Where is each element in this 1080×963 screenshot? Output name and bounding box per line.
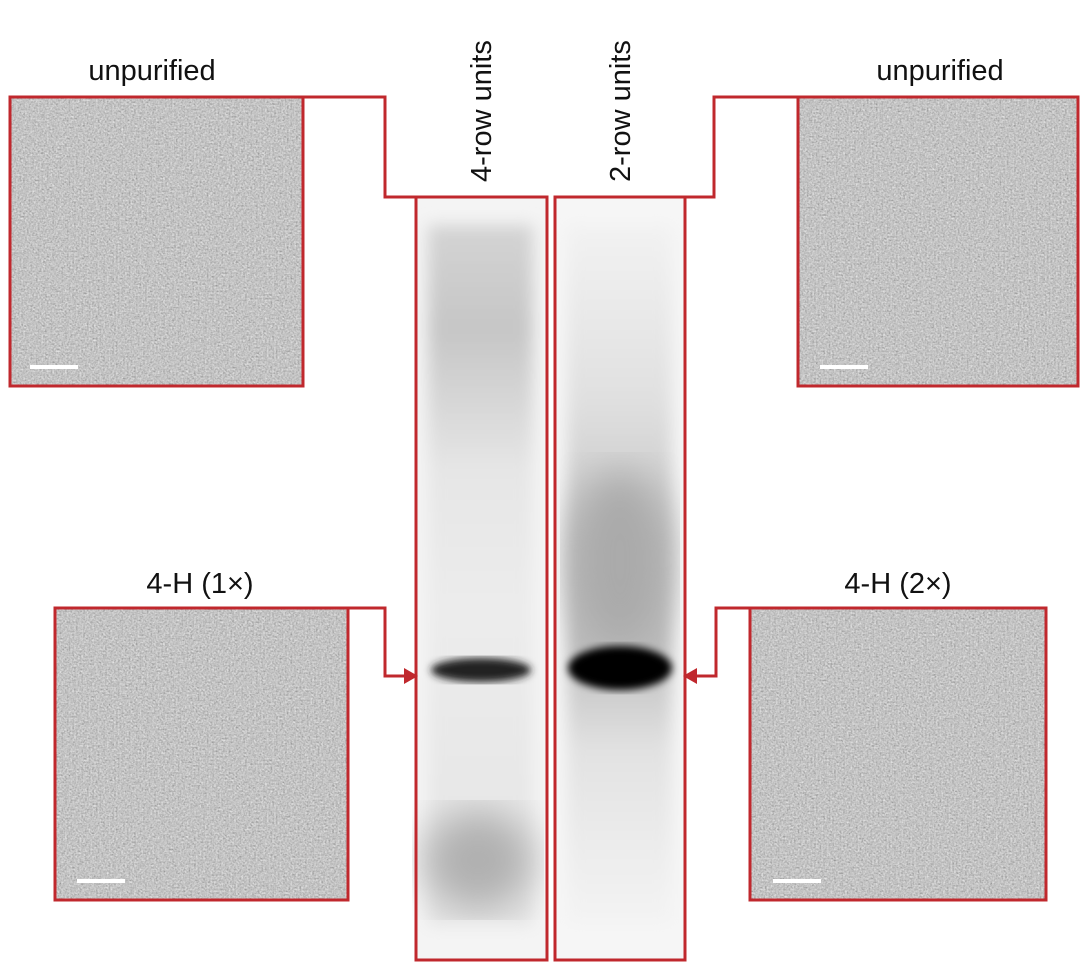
micrograph: [55, 608, 348, 900]
micrograph: [10, 97, 303, 386]
gel-lane: [555, 197, 685, 960]
panel-label: 4-H (2×): [844, 568, 951, 600]
figure: unpurified unpurified 4-H (1×) 4-H (2×) …: [0, 0, 1080, 963]
lane-label: 2-row units: [605, 40, 637, 182]
gel-lane: [416, 197, 547, 960]
micrograph: [750, 608, 1046, 900]
micrograph: [798, 97, 1078, 386]
panel-label: unpurified: [876, 55, 1003, 87]
lane-label: 4-row units: [466, 40, 498, 182]
panel-label: 4-H (1×): [146, 568, 253, 600]
connector: [303, 97, 798, 684]
panel-label: unpurified: [88, 55, 215, 87]
